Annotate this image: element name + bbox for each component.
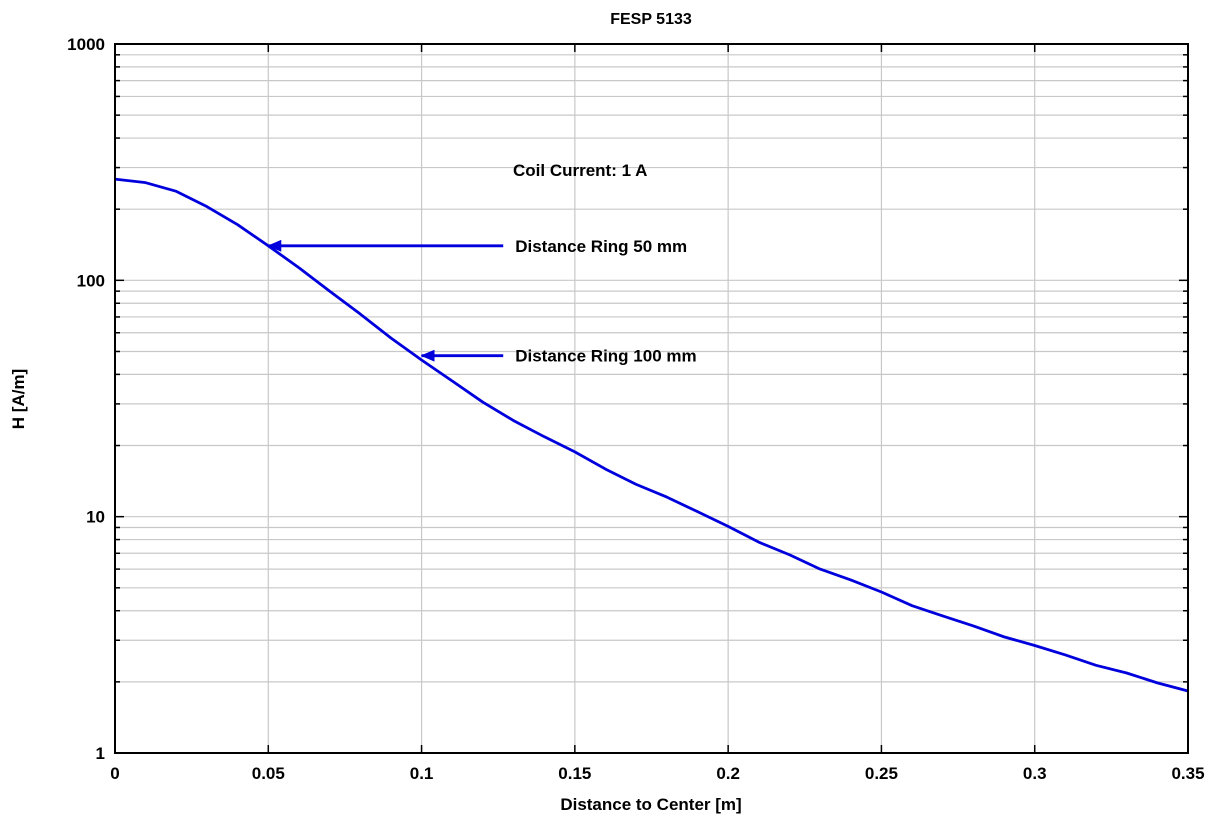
annotation-coil-current: Coil Current: 1 A [513,161,647,180]
x-tick-label: 0.35 [1171,764,1204,783]
plot-frame [114,43,1189,754]
axes: 0 0.05 0.1 0.15 0.2 0.25 0.3 0.35 1 10 100 1000 [67,35,1204,783]
series-layer [114,177,1189,693]
annotation-ring-50mm-label: Distance Ring 50 mm [515,237,687,256]
x-tick-label: 0 [110,764,119,783]
x-axis-label: Distance to Center [m] [560,795,741,814]
y-tick-label: 1 [96,744,105,763]
y-tick-label: 100 [77,271,105,290]
x-tick-label: 0.25 [865,764,898,783]
chart-title: FESP 5133 [610,11,692,28]
y-tick-label: 10 [86,508,105,527]
series-line [114,177,1189,693]
x-tick-label: 0.3 [1023,764,1047,783]
x-tick-label: 0.2 [716,764,740,783]
y-axis-label: H [A/m] [9,369,28,429]
grid-lines [115,44,1188,753]
x-tick-label: 0.05 [252,764,285,783]
annotations: Coil Current: 1 A Distance Ring 50 mm Dist… [267,161,697,366]
x-tick-label: 0.1 [410,764,434,783]
annotation-ring-100mm-label: Distance Ring 100 mm [515,347,696,366]
y-tick-label: 1000 [67,35,105,54]
x-tick-label: 0.15 [558,764,591,783]
